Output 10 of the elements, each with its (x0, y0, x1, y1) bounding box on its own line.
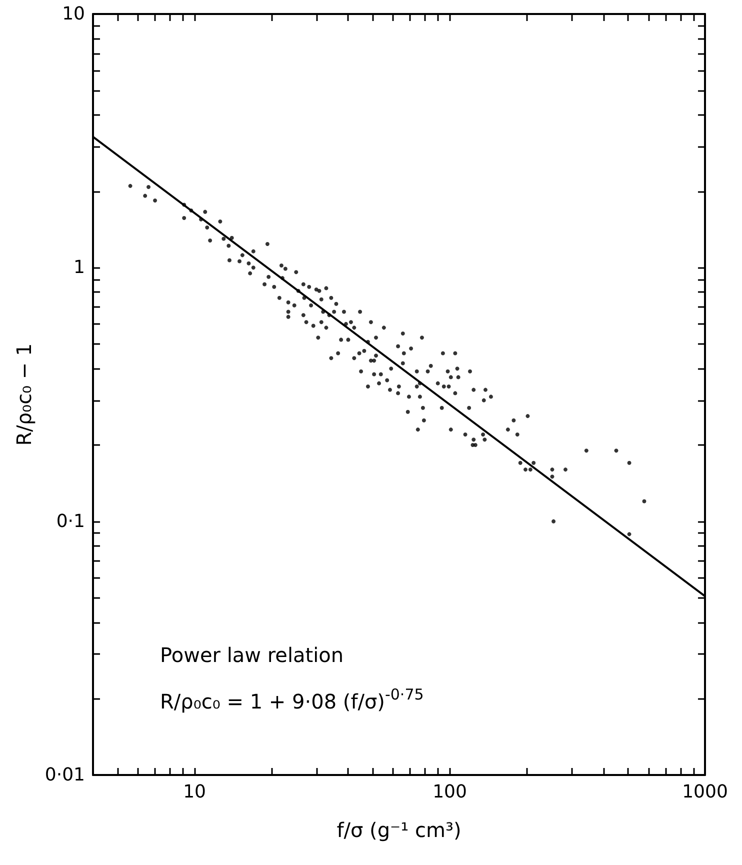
y-tick-label: 1 (74, 257, 85, 278)
x-tick-label: 1000 (682, 782, 728, 802)
x-tick-label: 10 (183, 782, 206, 802)
x-tick-label: 100 (432, 782, 467, 802)
y-axis-title: R/ρ₀c₀ − 1 (12, 343, 36, 446)
y-tick-label: 0·1 (56, 510, 85, 532)
x-axis-title: f/σ (g⁻¹ cm³) (336, 818, 462, 842)
annotation: Power law relation (160, 643, 344, 667)
y-tick-label: 10 (62, 4, 85, 24)
y-tick-label: 0·01 (44, 764, 85, 786)
